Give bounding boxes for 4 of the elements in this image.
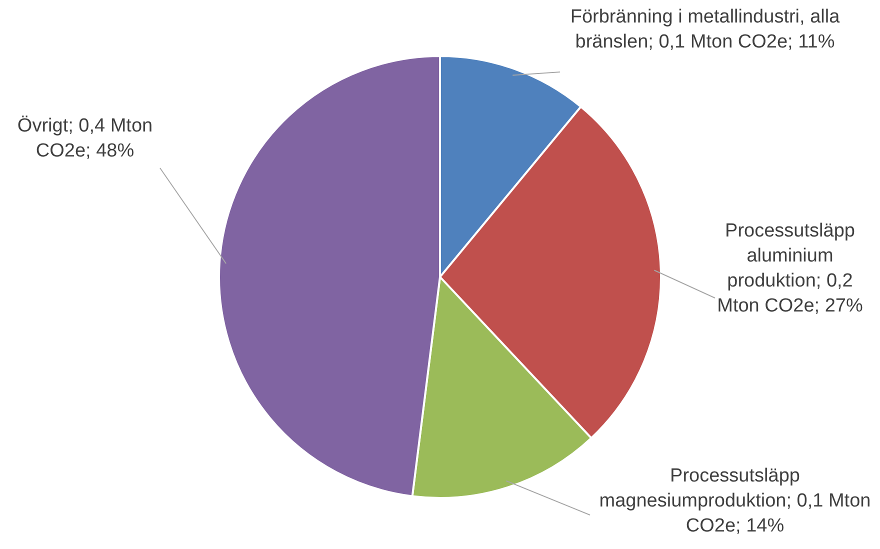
slice-label: Övrigt; 0,4 Mton CO2e; 48% xyxy=(17,116,153,162)
slice-label: Processutsläpp magnesiumproduktion; 0,1 Mton CO2e; 14% xyxy=(599,466,871,537)
slice-label: Processutsläpp aluminium produktion; 0,2 Mton CO2e; 27% xyxy=(717,220,863,317)
slice-label: Förbränning i metallindustri, alla bränslen; 0,1 Mton CO2e; 11% xyxy=(570,6,840,53)
